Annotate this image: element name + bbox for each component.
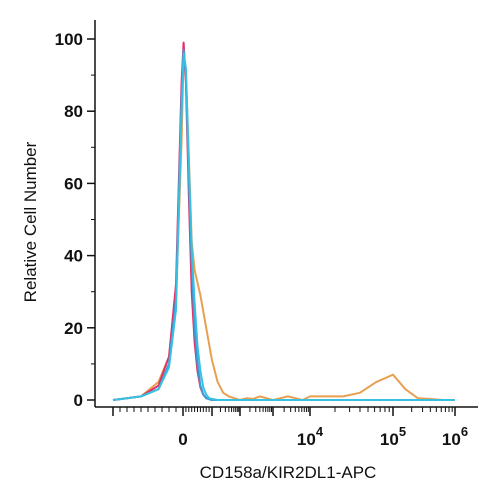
axes-group	[94, 20, 478, 408]
plot-series-group	[112, 41, 455, 401]
ticks-group: 0 20 40 60 80 100 0 104 105 106	[55, 30, 468, 449]
y-tick-label-80: 80	[64, 102, 83, 121]
y-tick-label-40: 40	[64, 247, 83, 266]
y-axis-title: Relative Cell Number	[21, 141, 40, 302]
series-line-0	[112, 56, 455, 401]
x-tick-label: 105	[380, 424, 406, 449]
series-line-2	[112, 48, 455, 401]
x-axis-title: CD158a/KIR2DL1-APC	[200, 463, 377, 482]
y-tick-label-0: 0	[74, 391, 83, 410]
x-tick-label: 106	[442, 424, 468, 449]
y-tick-label-20: 20	[64, 319, 83, 338]
series-line-3	[112, 52, 455, 401]
series-line-1	[112, 41, 455, 401]
y-tick-label-60: 60	[64, 174, 83, 193]
x-tick-label: 104	[297, 424, 324, 449]
y-tick-label-100: 100	[55, 30, 83, 49]
x-tick-label: 0	[178, 430, 187, 449]
